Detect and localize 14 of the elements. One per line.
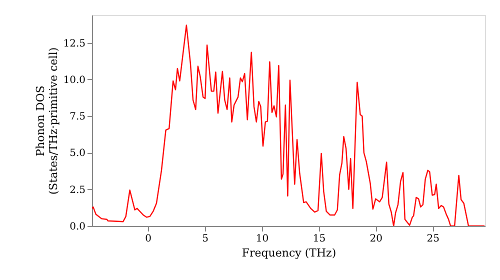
x-axis-title: Frequency (THz)	[242, 246, 336, 260]
y-tick-label: 10.0	[63, 74, 86, 86]
y-tick-label: 0.0	[70, 222, 86, 232]
x-tick-label: 15	[312, 234, 326, 244]
x-tick-label: 10	[256, 234, 269, 244]
y-tick-label: 5.0	[70, 148, 86, 160]
x-tick-label: 25	[426, 234, 440, 244]
x-tick-label: 0	[145, 234, 152, 244]
y-axis-title: Phonon DOS (States/THz·primitive cell)	[34, 47, 60, 195]
x-tick-label: 20	[370, 234, 383, 244]
y-tick-label: 7.5	[70, 112, 86, 123]
y-tick-label: 2.5	[70, 184, 86, 196]
y-tick-label: 12.5	[63, 38, 86, 50]
x-tick-label: 5	[202, 234, 208, 244]
